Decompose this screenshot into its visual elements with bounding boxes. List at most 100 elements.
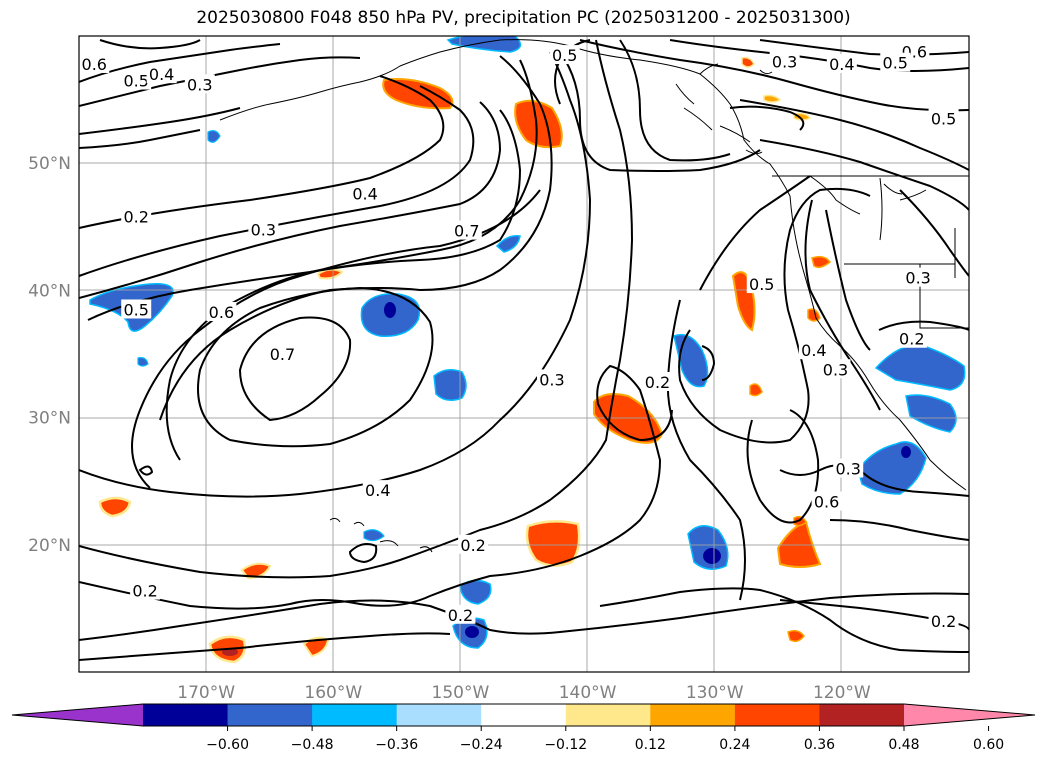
colorbar-tick-label: −0.36 — [375, 737, 418, 753]
lon-tick-label: 120°W — [813, 683, 871, 703]
contour-label-bg — [880, 52, 911, 72]
contour-label: 0.3 — [772, 52, 797, 71]
precip-neg-core — [703, 548, 721, 564]
precip-pos-patch — [763, 94, 782, 103]
colorbar-extend-high — [904, 704, 1035, 726]
contour-label: 0.3 — [539, 370, 564, 389]
contour-label: 0.6 — [82, 55, 107, 74]
precip-pos-patch — [811, 255, 832, 269]
precip-neg-patch — [207, 130, 221, 143]
precip-neg-core — [465, 626, 479, 638]
contour-label-bg — [445, 604, 476, 624]
colorbar-tick-label: 0.12 — [635, 737, 666, 753]
contour-label: 0.4 — [801, 341, 826, 360]
contour-label-bg — [121, 206, 152, 226]
colorbar-segment — [565, 704, 651, 726]
lon-tick-label: 170°W — [177, 683, 235, 703]
contour-label: 0.7 — [270, 345, 295, 364]
colorbar-segment — [143, 704, 229, 726]
colorbar: −0.60 −0.48 −0.36 −0.24 −0.12 0.12 0.24 0.36 0.4… — [11, 703, 1036, 753]
contour-label: 0.2 — [448, 606, 473, 625]
colorbar-segment — [734, 704, 820, 726]
contour-label: 0.2 — [645, 373, 670, 392]
contour-label-bg — [451, 220, 482, 240]
contour-label: 0.3 — [823, 360, 848, 379]
precip-pos-patch — [98, 496, 132, 518]
contour-label-bg — [928, 108, 959, 128]
contour-label: 0.2 — [123, 208, 148, 227]
contour-label-bg — [350, 183, 381, 203]
contour-label: 0.6 — [209, 303, 234, 322]
gridlines — [79, 36, 969, 672]
precip-pos-patch — [741, 56, 755, 68]
contour-label-bg — [206, 302, 237, 322]
colorbar-segment — [396, 704, 482, 726]
colorbar-segment — [819, 704, 905, 726]
lon-tick-label: 130°W — [686, 683, 744, 703]
precip-pos-patch — [787, 629, 805, 643]
contour-label-bg — [820, 359, 851, 379]
contour-label: 0.5 — [123, 72, 148, 91]
contour-label: 0.5 — [552, 46, 577, 65]
precip-neg-patch — [495, 234, 521, 253]
contour-label: 0.2 — [899, 330, 924, 349]
contour-label: 0.7 — [454, 222, 479, 241]
precip-pos-patch — [240, 562, 272, 580]
contour-labels: 0.20.30.40.70.5 0.60.70.3 0.20.40.20.20.2 0… — [79, 41, 959, 631]
lat-tick-label: 40°N — [28, 281, 71, 301]
colorbar-tick-label: 0.36 — [804, 737, 835, 753]
contour-label: 0.4 — [829, 55, 854, 74]
lat-tick-label: 30°N — [28, 409, 71, 429]
contour-label-bg — [833, 458, 864, 478]
contour-label-bg — [811, 491, 842, 511]
contour-label: 0.3 — [905, 269, 930, 288]
colorbar-tick-label: −0.24 — [460, 737, 503, 753]
precip-neg-patch — [363, 529, 385, 542]
lon-tick-label: 160°W — [304, 683, 362, 703]
contour-label-bg — [903, 267, 934, 287]
precip-pos-patch — [807, 308, 821, 322]
contour-label: 0.4 — [352, 185, 377, 204]
colorbar-outline — [11, 703, 1036, 727]
contour-label: 0.2 — [931, 612, 956, 631]
precip-neg-patch — [137, 357, 149, 367]
contour-label: 0.5 — [123, 300, 148, 319]
map-title: 2025030800 F048 850 hPa PV, precipitatio… — [196, 8, 851, 28]
contour-label-bg — [79, 53, 110, 73]
lat-tick-label: 20°N — [28, 536, 71, 556]
contour-label-bg — [928, 611, 959, 631]
contour-label-bg — [536, 369, 567, 389]
colorbar-tick-label: −0.48 — [291, 737, 334, 753]
contour-label: 0.3 — [835, 459, 860, 478]
colorbar-tick-label: −0.12 — [544, 737, 587, 753]
colorbar-tick-label: 0.60 — [973, 737, 1004, 753]
colorbar-segment — [227, 704, 313, 726]
contour-label: 0.3 — [187, 75, 212, 94]
contour-label-bg — [362, 480, 393, 500]
map-frame — [78, 35, 970, 673]
lon-tick-label: 150°W — [432, 683, 490, 703]
colorbar-segment — [650, 704, 736, 726]
contour-label: 0.6 — [814, 493, 839, 512]
contour-label: 0.3 — [251, 220, 276, 239]
contour-label-bg — [184, 74, 215, 94]
contour-label-bg — [769, 51, 800, 71]
pv-contours — [79, 39, 969, 661]
contour-label-bg — [798, 340, 829, 360]
lat-tick-labels: 50°N 40°N 30°N 20°N — [28, 154, 71, 556]
contour-label-bg — [130, 580, 161, 600]
contour-label-bg — [146, 64, 177, 84]
precip-pos-patch — [525, 520, 581, 567]
precip-pos-patch — [382, 78, 454, 110]
contour-label: 0.2 — [132, 582, 157, 601]
precip-pos-patch — [793, 515, 807, 527]
contour-label-bg — [121, 299, 152, 319]
precip-neg-patch — [905, 394, 957, 433]
colorbar-extend-low — [12, 704, 143, 726]
lon-tick-labels: 170°W 160°W 150°W 140°W 130°W 120°W — [177, 683, 871, 703]
contour-label: 0.4 — [365, 481, 390, 500]
precip-neg-patch — [433, 369, 467, 401]
contour-label-bg — [121, 70, 152, 90]
contour-label: 0.5 — [931, 110, 956, 129]
